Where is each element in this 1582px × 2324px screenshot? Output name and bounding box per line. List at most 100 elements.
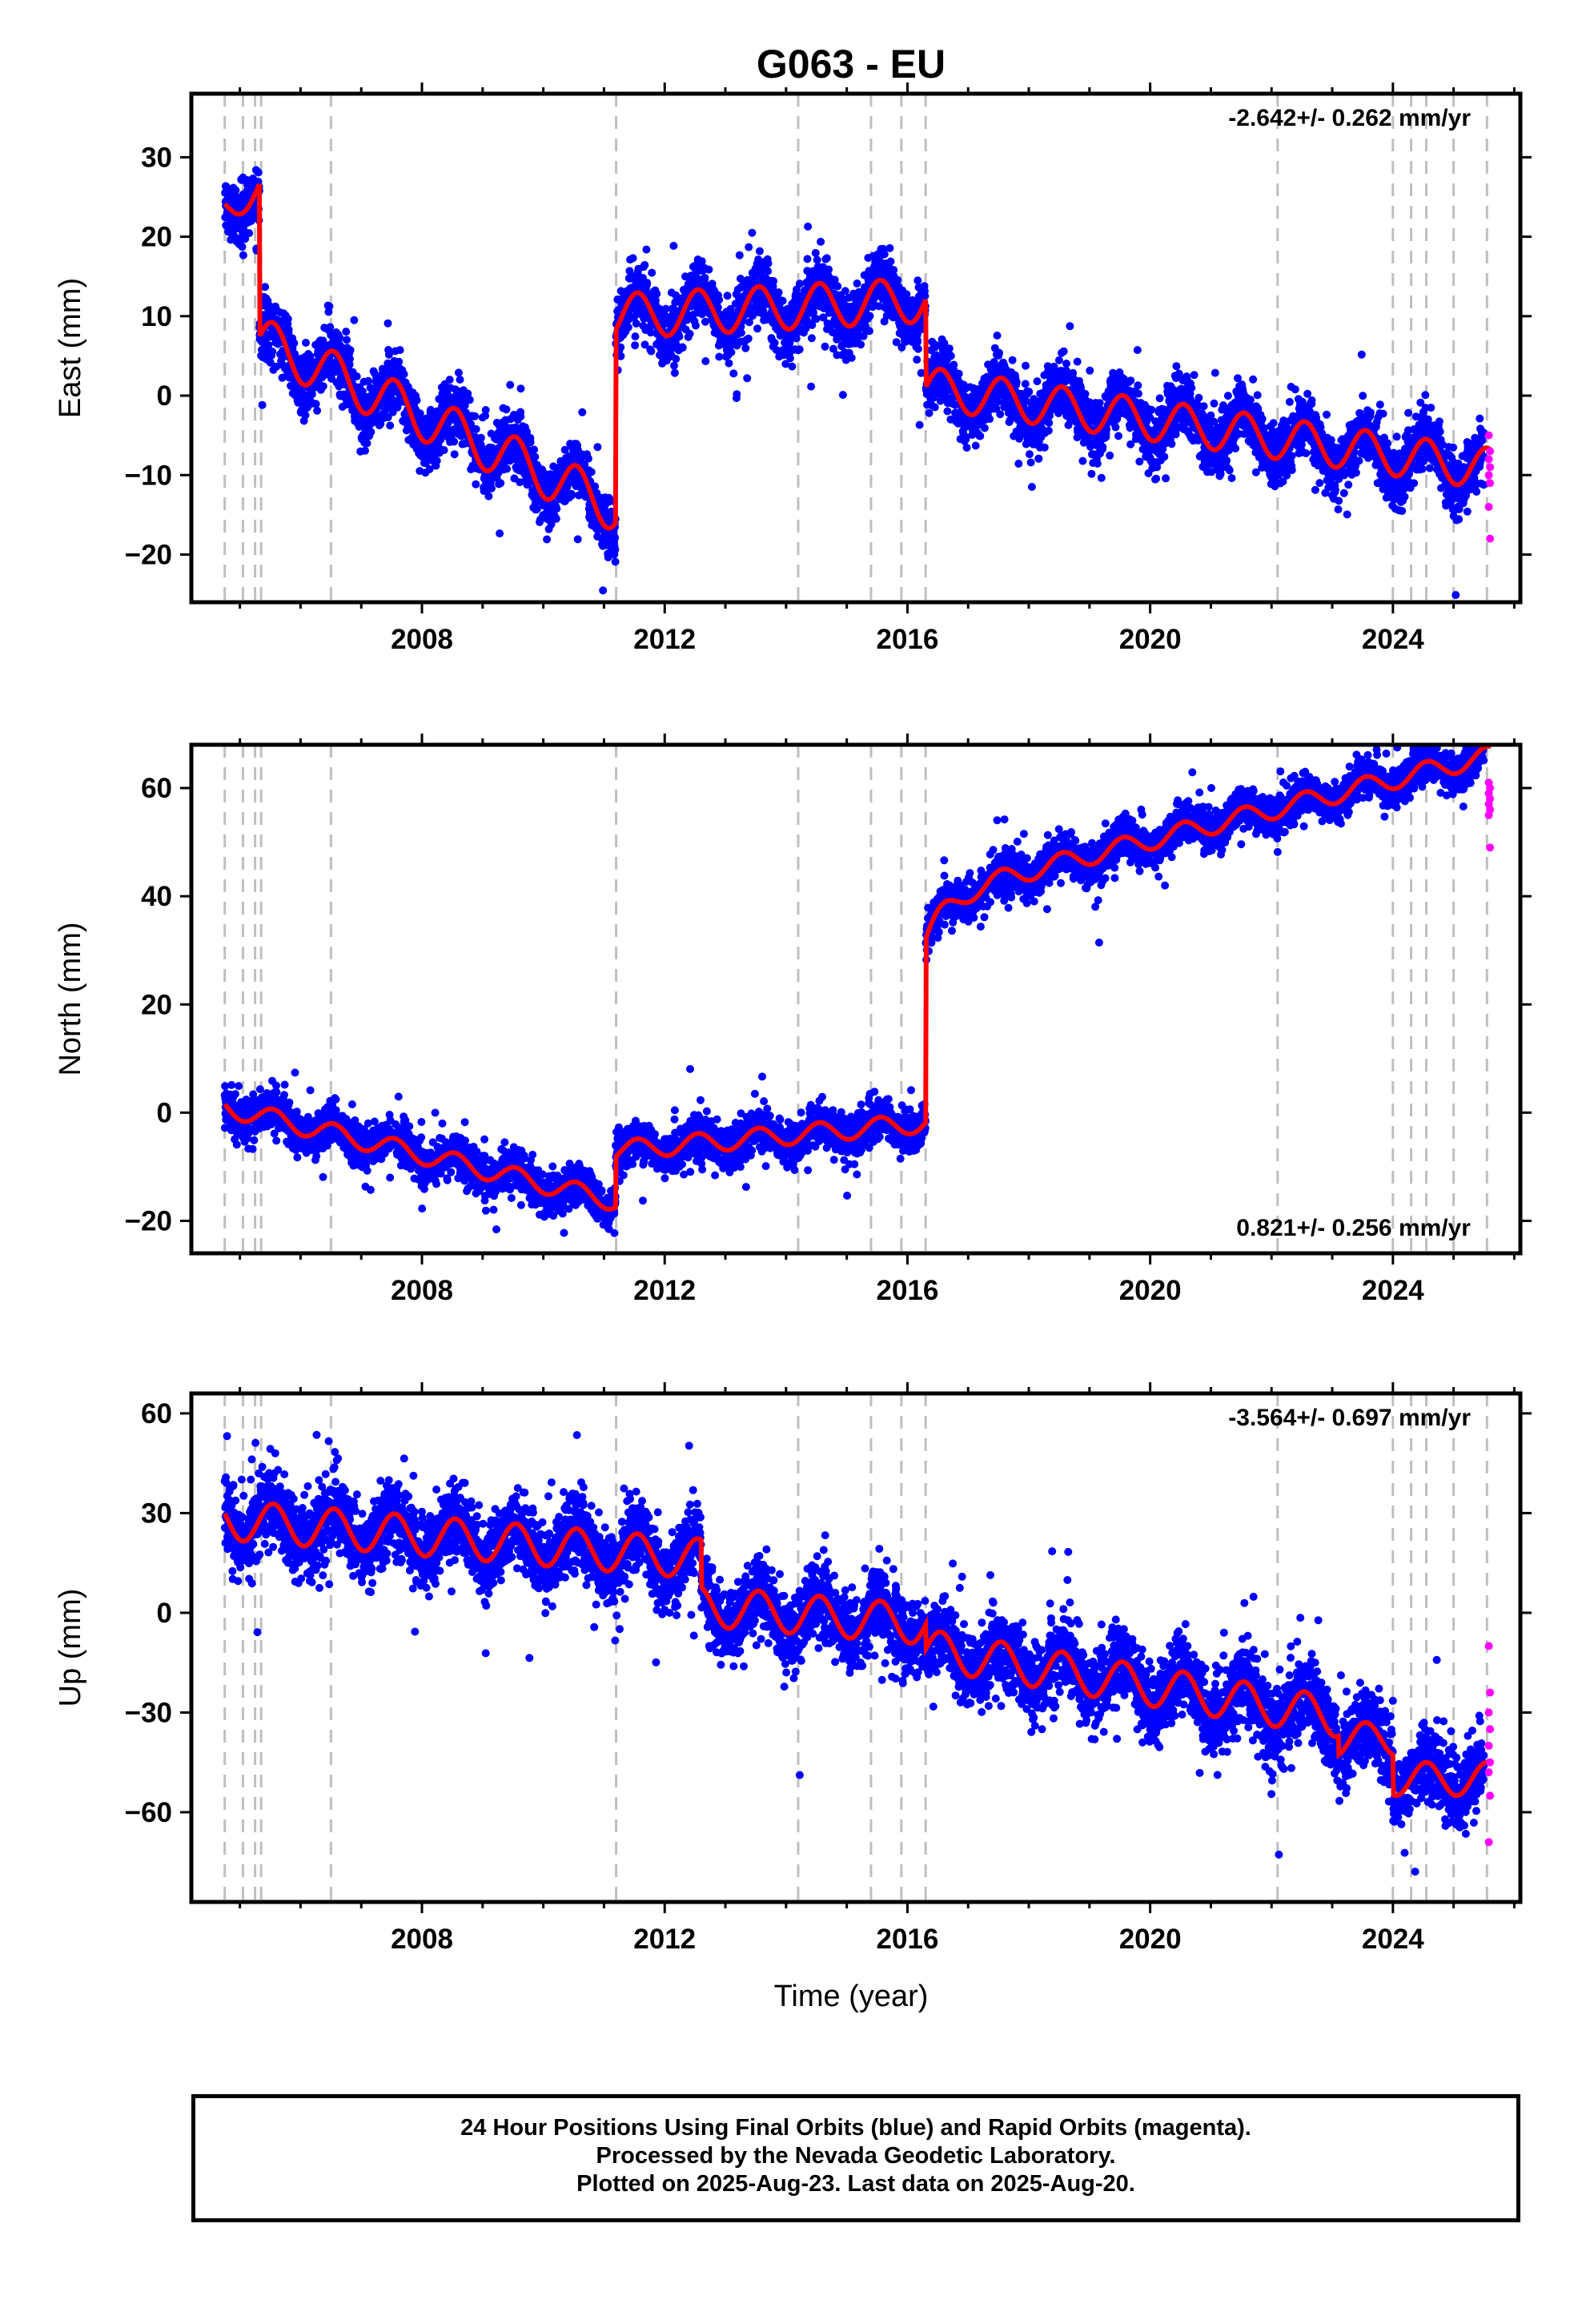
final-orbit-point (930, 403, 939, 412)
final-orbit-point (472, 480, 480, 489)
final-orbit-point (1126, 376, 1135, 385)
final-orbit-point (1133, 346, 1142, 355)
final-orbit-point (754, 255, 763, 263)
final-orbit-point (803, 255, 812, 263)
final-orbit-point (1025, 388, 1034, 396)
final-orbit-point (630, 312, 639, 321)
final-orbit-point (753, 324, 761, 333)
final-orbit-point (971, 441, 980, 450)
final-orbit-point (346, 355, 354, 364)
final-orbit-point (591, 482, 600, 491)
final-orbit-point (1014, 460, 1023, 468)
final-orbit-point (1012, 378, 1021, 387)
final-orbit-point (811, 248, 820, 257)
final-orbit-point (727, 348, 736, 356)
figure-title: G063 - EU (757, 42, 946, 86)
final-orbit-point (913, 344, 922, 353)
final-orbit-point (807, 334, 816, 343)
final-orbit-point (450, 437, 459, 446)
final-orbit-point (530, 445, 539, 454)
final-orbit-point (726, 304, 735, 313)
final-orbit-point (1069, 368, 1078, 377)
final-orbit-point (573, 535, 582, 544)
final-orbit-point (1045, 419, 1054, 427)
final-orbit-point (808, 320, 817, 329)
final-orbit-point (795, 345, 804, 354)
final-orbit-point (733, 390, 741, 399)
final-orbit-point (640, 340, 649, 349)
final-orbit-point (715, 296, 724, 304)
final-orbit-point (283, 315, 292, 324)
final-orbit-point (976, 432, 985, 440)
final-orbit-point (440, 446, 448, 455)
final-orbit-point (272, 362, 281, 371)
final-orbit-point (611, 557, 620, 566)
final-orbit-point (1134, 381, 1142, 390)
final-orbit-point (893, 275, 902, 284)
final-orbit-point (1095, 399, 1104, 408)
final-orbit-point (1114, 432, 1122, 440)
final-orbit-point (364, 376, 372, 385)
final-orbit-point (1078, 456, 1087, 465)
final-orbit-point (239, 251, 247, 259)
final-orbit-point (412, 396, 421, 404)
final-orbit-point (807, 382, 816, 391)
final-orbit-point (266, 358, 275, 367)
final-orbit-point (1027, 483, 1036, 491)
final-orbit-point (384, 350, 393, 359)
final-orbit-point (560, 445, 569, 454)
final-orbit-point (580, 460, 589, 468)
final-orbit-point (311, 400, 320, 408)
final-orbit-point (785, 354, 794, 363)
final-orbit-point (624, 323, 632, 332)
final-orbit-point (1135, 457, 1144, 466)
final-orbit-point (450, 450, 459, 459)
final-orbit-point (847, 353, 856, 362)
final-orbit-point (737, 328, 745, 337)
final-orbit-point (616, 352, 625, 360)
final-orbit-point (744, 334, 753, 343)
final-orbit-point (376, 420, 385, 428)
final-orbit-point (383, 413, 392, 421)
final-orbit-point (352, 372, 361, 380)
final-orbit-points (221, 166, 1488, 599)
final-orbit-point (853, 279, 861, 287)
final-orbit-point (640, 260, 649, 269)
final-orbit-point (291, 349, 299, 358)
final-orbit-point (445, 376, 454, 384)
final-orbit-point (1021, 380, 1030, 388)
final-orbit-point (735, 251, 744, 259)
final-orbit-point (386, 421, 395, 430)
final-orbit-point (822, 254, 831, 263)
event-lines (223, 94, 1488, 602)
final-orbit-point (301, 411, 310, 420)
final-orbit-point (769, 277, 778, 285)
final-orbit-point (1044, 426, 1053, 435)
final-orbit-point (781, 360, 790, 368)
final-orbit-point (1040, 443, 1049, 452)
final-orbit-point (913, 356, 921, 364)
final-orbit-point (770, 339, 779, 347)
final-orbit-point (913, 336, 922, 345)
final-orbit-point (456, 376, 464, 384)
final-orbit-point (995, 348, 1003, 357)
final-orbit-point (661, 304, 670, 313)
final-orbit-point (307, 390, 316, 399)
final-orbit-point (1097, 473, 1106, 482)
final-orbit-point (231, 186, 240, 195)
final-orbit-point (1111, 423, 1120, 432)
final-orbit-point (416, 409, 424, 418)
final-orbit-point (647, 347, 656, 356)
final-orbit-point (1093, 459, 1102, 468)
final-orbit-point (363, 439, 371, 448)
final-orbit-point (481, 406, 490, 414)
final-orbit-point (792, 334, 801, 343)
final-orbit-point (817, 237, 825, 246)
final-orbit-point (667, 345, 676, 354)
final-orbit-point (925, 408, 934, 417)
final-orbit-point (284, 325, 293, 334)
final-orbit-point (1155, 394, 1164, 403)
final-orbit-point (642, 245, 651, 254)
final-orbit-point (885, 243, 894, 252)
